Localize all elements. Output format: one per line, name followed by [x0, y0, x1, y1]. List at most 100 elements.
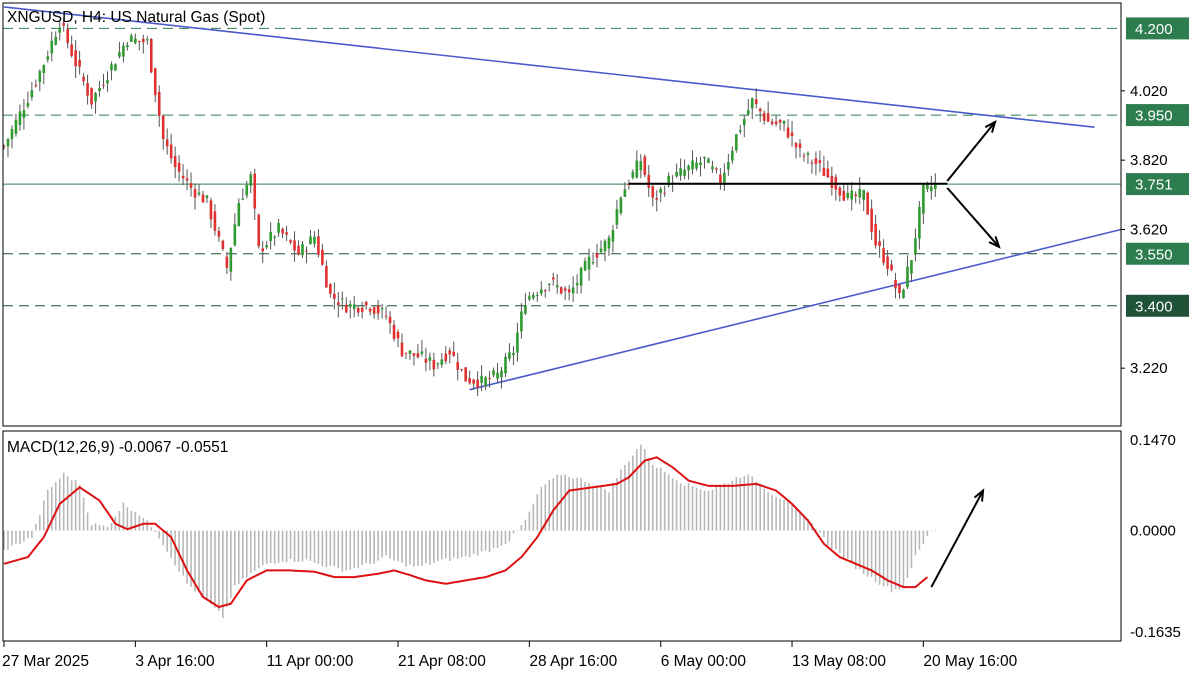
candle-body — [209, 200, 213, 220]
candle-body — [333, 293, 336, 299]
price-tick-label: 3.820 — [1130, 152, 1168, 169]
candle-body — [934, 182, 937, 190]
candle-body — [687, 165, 690, 171]
candle-body — [735, 134, 738, 151]
candle-body — [631, 171, 635, 178]
horizontal-levels — [3, 27, 1121, 307]
x-tick-label: 20 May 16:00 — [923, 653, 1017, 670]
candle-body — [862, 189, 865, 200]
candle-body — [165, 139, 169, 147]
candle-body — [910, 260, 913, 274]
candle-body — [635, 160, 639, 178]
candle-body — [161, 115, 165, 139]
candle-body — [842, 191, 846, 201]
candle-body — [528, 296, 531, 300]
candle-body — [571, 287, 575, 294]
candle-body — [723, 172, 726, 185]
candle-body — [667, 175, 670, 186]
x-tick-label: 21 Apr 08:00 — [398, 653, 486, 670]
candle-body — [157, 91, 161, 116]
price-tick-label: 3.220 — [1130, 360, 1168, 377]
candle-body — [253, 173, 257, 209]
candle-body — [142, 38, 145, 43]
candle-body — [822, 167, 826, 177]
candle-body — [424, 358, 428, 363]
candle-body — [790, 132, 794, 137]
price-tick-label: 4.020 — [1130, 83, 1168, 100]
candle-body — [396, 331, 400, 339]
macd-title: MACD(12,26,9) -0.0067 -0.0551 — [7, 439, 228, 456]
candle-body — [70, 44, 73, 56]
level-badge-2 — [1126, 173, 1189, 196]
candle-body — [754, 99, 758, 104]
x-tick-label: 13 May 08:00 — [792, 653, 886, 670]
candle-body — [758, 108, 762, 112]
projection-annotations — [628, 120, 1001, 588]
level-badge-label: 3.950 — [1135, 108, 1173, 125]
candle-body — [914, 238, 917, 255]
candle-body — [711, 166, 714, 170]
candle-body — [587, 256, 591, 270]
candle-body — [559, 287, 563, 294]
candle-body — [524, 305, 527, 314]
candle-body — [6, 138, 10, 147]
candle-body — [348, 303, 352, 307]
candle-body — [647, 174, 651, 188]
candle-body — [575, 282, 579, 286]
candle-body — [456, 361, 460, 370]
candle-body — [138, 40, 141, 42]
candle-body — [134, 38, 137, 44]
candle-body — [376, 305, 380, 314]
candle-body — [444, 353, 448, 362]
candle-body — [850, 190, 854, 200]
candle-body — [878, 241, 881, 247]
candle-body — [193, 189, 197, 198]
candle-body — [440, 359, 444, 365]
candle-body — [126, 44, 129, 47]
candle-body — [866, 192, 869, 215]
candle-body — [368, 308, 372, 312]
candle-body — [595, 253, 599, 258]
candle-body — [902, 289, 905, 298]
chart-title: XNGUSD, H4: US Natural Gas (Spot) — [7, 9, 265, 26]
candle-body — [926, 183, 929, 190]
candle-body — [870, 208, 873, 232]
candle-body — [770, 121, 774, 125]
level-badge-4 — [1126, 294, 1189, 317]
candle-body — [82, 76, 85, 82]
trendlines — [3, 6, 1122, 391]
candle-body — [599, 248, 603, 253]
candle-body — [476, 379, 479, 388]
candle-body — [281, 228, 284, 234]
candle-body — [237, 203, 241, 227]
candle-body — [269, 231, 272, 241]
candle-body — [480, 375, 483, 383]
candle-body — [543, 290, 547, 292]
candle-body — [826, 168, 830, 178]
macd-arrow-up-head — [973, 488, 985, 502]
candle-body — [388, 316, 392, 324]
candle-body — [380, 308, 384, 310]
candle-body — [794, 143, 798, 148]
candle-body — [492, 370, 495, 376]
candle-body — [149, 38, 153, 73]
candle-body — [408, 350, 412, 354]
candle-body — [452, 351, 456, 356]
candle-body — [659, 188, 662, 193]
candle-body — [54, 36, 58, 45]
candle-body — [297, 245, 300, 255]
candle-body — [205, 195, 209, 199]
candle-body — [329, 284, 332, 294]
candle-body — [898, 284, 901, 294]
candle-body — [317, 236, 320, 255]
candle-body — [782, 120, 786, 124]
candle-body — [922, 184, 925, 214]
candle-body — [516, 332, 519, 353]
candle-body — [225, 256, 229, 268]
level-badge-label: 3.550 — [1135, 246, 1173, 263]
candle-body — [464, 367, 467, 382]
price-arrow-down-head — [988, 236, 1001, 249]
macd-tick-label: -0.1635 — [1130, 624, 1181, 641]
candle-body — [536, 295, 539, 297]
macd-signal-line — [3, 456, 929, 609]
